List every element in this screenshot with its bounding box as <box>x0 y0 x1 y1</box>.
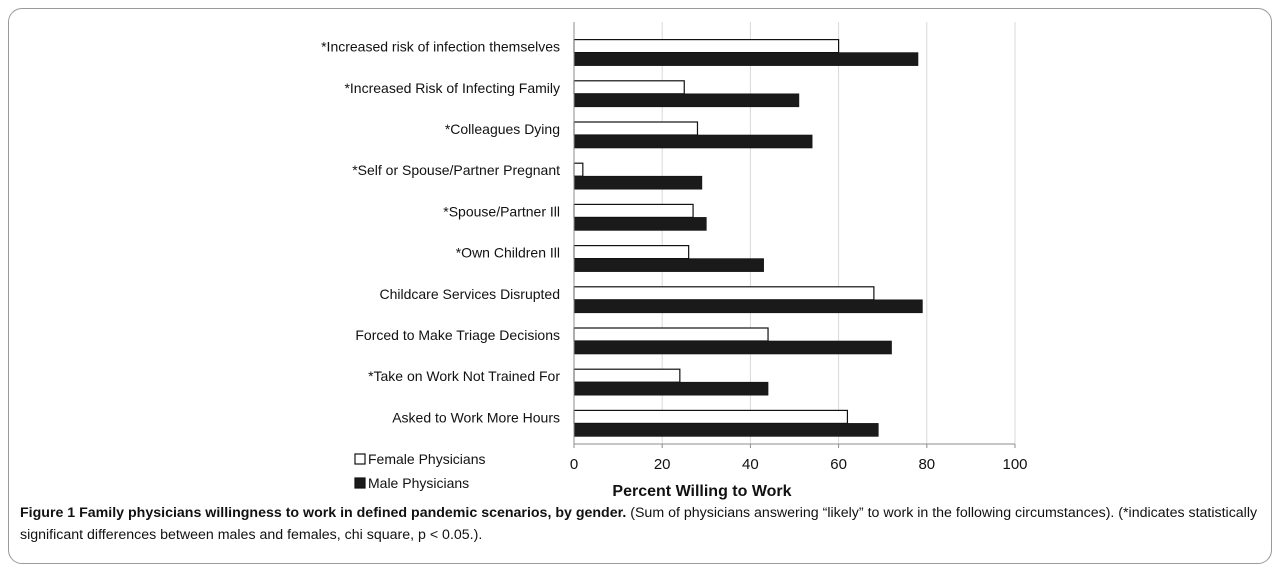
figure-caption: Figure 1 Family physicians willingness t… <box>20 502 1270 546</box>
category-label: *Take on Work Not Trained For <box>368 368 560 384</box>
category-label: *Self or Spouse/Partner Pregnant <box>352 162 560 178</box>
bar-female <box>573 368 681 383</box>
x-tick-label: 20 <box>654 456 671 473</box>
legend-swatch <box>354 477 366 489</box>
bar-female <box>573 286 875 301</box>
bar-male <box>573 340 892 355</box>
axis <box>573 22 1015 445</box>
bar-male <box>573 217 707 231</box>
bar-female <box>573 327 769 342</box>
bar-male <box>573 175 703 190</box>
bars <box>573 38 923 437</box>
legend-swatch <box>354 453 366 465</box>
caption-text: (Sum of physicians answering “likely” to… <box>20 505 1258 543</box>
bar-male <box>573 93 800 108</box>
category-label: *Increased Risk of Infecting Family <box>344 80 560 96</box>
bar-male <box>573 299 923 314</box>
x-tick-label: 40 <box>742 456 759 473</box>
category-label: Forced to Make Triage Decisions <box>355 327 560 343</box>
bar-female <box>573 203 694 218</box>
bar-female <box>573 38 840 54</box>
bar-female <box>573 121 699 136</box>
bar-male <box>573 381 769 396</box>
legend-label: Male Physicians <box>368 475 469 491</box>
x-tick-label: 80 <box>918 456 935 473</box>
x-tick-label: 60 <box>830 456 847 473</box>
category-label: Childcare Services Disrupted <box>379 286 560 302</box>
x-tick-label: 0 <box>570 456 578 473</box>
gridlines <box>661 22 1016 444</box>
x-tick-label: 100 <box>1002 456 1027 473</box>
x-tick-labels: 0 20 40 60 80 100 <box>570 444 1028 473</box>
x-axis-label: Percent Willing to Work <box>612 483 791 500</box>
category-label: *Spouse/Partner Ill <box>443 203 560 219</box>
bar-chart: *Increased risk of infection themselves *… <box>321 22 1028 500</box>
bar-male <box>573 52 919 66</box>
category-label: Asked to Work More Hours <box>392 409 560 425</box>
category-label: *Own Children Ill <box>456 245 560 261</box>
bar-female <box>573 80 685 95</box>
legend-label: Female Physicians <box>368 451 486 467</box>
category-label: *Colleagues Dying <box>445 121 560 137</box>
bar-male <box>573 423 879 437</box>
bar-female <box>573 245 690 260</box>
category-labels: *Increased risk of infection themselves *… <box>321 39 560 426</box>
bar-male <box>573 258 764 272</box>
legend: Female Physicians Male Physicians <box>354 451 486 491</box>
category-label: *Increased risk of infection themselves <box>321 39 560 55</box>
bar-male <box>573 134 813 149</box>
caption-title: Figure 1 Family physicians willingness t… <box>20 505 627 521</box>
bar-female <box>573 409 849 424</box>
bar-female <box>573 162 584 177</box>
